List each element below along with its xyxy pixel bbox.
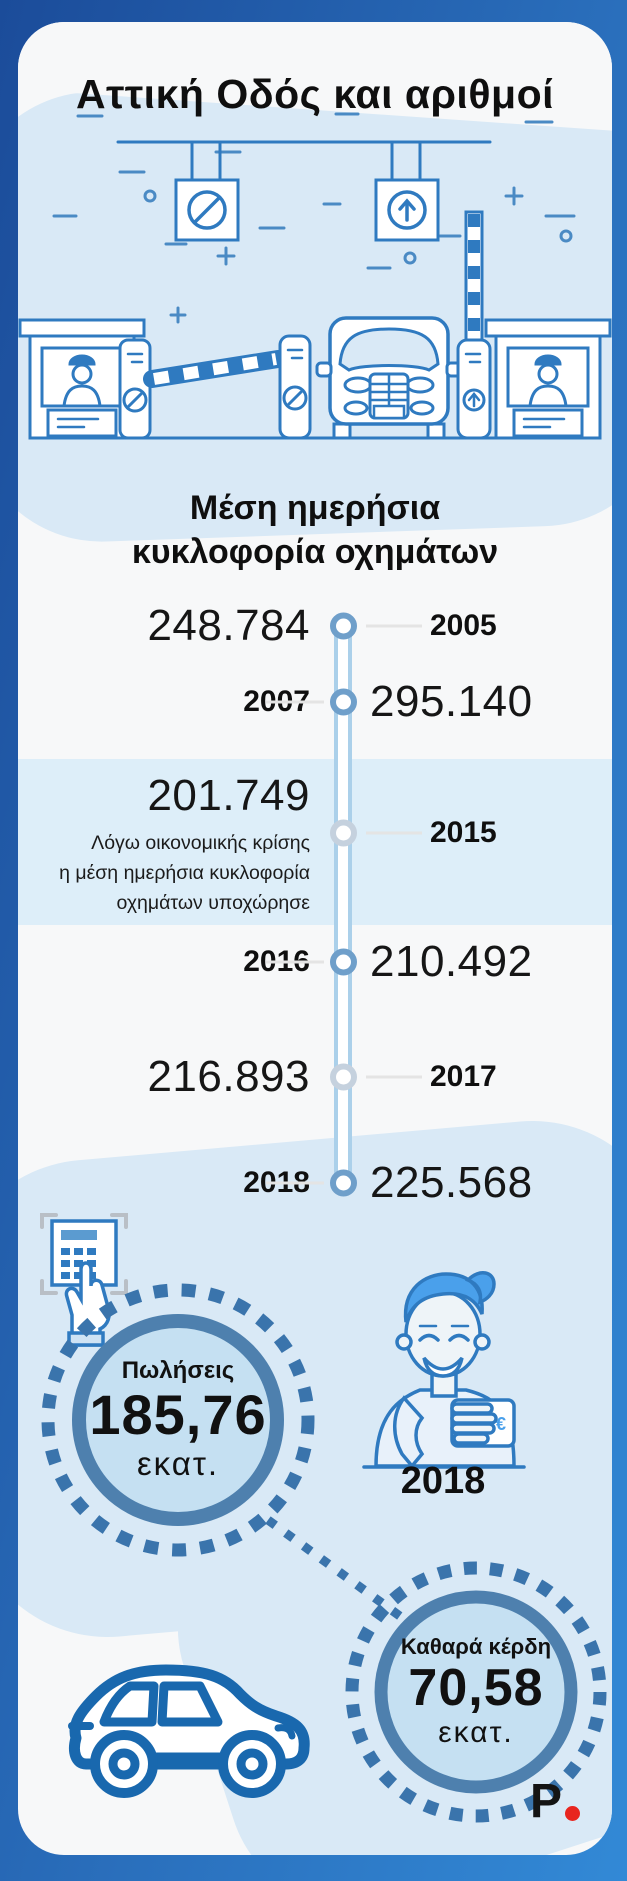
sales-kpi-text: Πωλήσεις 185,76 εκατ. xyxy=(40,1282,316,1558)
sales-unit: εκατ. xyxy=(136,1445,220,1482)
up-arrow-sign-icon xyxy=(374,140,440,242)
timeline-node-2018 xyxy=(330,1169,357,1197)
hair-quiff xyxy=(464,1271,496,1305)
traffic-year-2015: 2015 xyxy=(430,816,497,849)
profit-label: Καθαρά κέρδη xyxy=(400,1634,552,1659)
arm xyxy=(393,1395,425,1469)
traffic-value-2016: 210.492 xyxy=(370,937,533,986)
traffic-value-2005: 248.784 xyxy=(147,601,310,650)
timeline-connector xyxy=(366,831,422,835)
crisis-note: Λόγω οικονομικής κρίσης η μέση ημερήσια … xyxy=(59,828,310,918)
infographic-card: Αττική Οδός και αριθμοί xyxy=(18,22,612,1855)
currency-symbol: € xyxy=(496,1414,506,1434)
hair xyxy=(403,1272,484,1323)
toll-operator-icon xyxy=(62,354,102,408)
timeline-node-2017 xyxy=(330,1063,357,1091)
timeline-node-2005 xyxy=(330,612,357,640)
timeline-connector xyxy=(266,960,324,964)
barrier-center-post xyxy=(278,334,312,440)
timeline-connector xyxy=(266,700,324,704)
timeline-connector xyxy=(266,1181,324,1185)
crisis-note-line3: οχημάτων υποχώρησε xyxy=(116,892,311,914)
timeline-connector xyxy=(366,624,422,628)
crisis-note-line2: η μέση ημερήσια κυκλοφορία xyxy=(59,862,310,884)
timeline-line xyxy=(334,632,352,1188)
traffic-value-2018: 225.568 xyxy=(370,1158,533,1207)
man-with-card-illustration: € xyxy=(362,1271,526,1469)
timeline-node-2007 xyxy=(330,688,357,716)
car-front-illustration xyxy=(315,316,463,440)
toll-plaza-illustration xyxy=(18,112,612,440)
smile xyxy=(422,1356,464,1378)
timeline-node-2016 xyxy=(330,948,357,976)
kpi-year-label: 2018 xyxy=(400,1460,486,1502)
profit-kpi-circle: Καθαρά κέρδη 70,58 εκατ. xyxy=(338,1554,612,1830)
timeline-node-2015 xyxy=(330,819,357,847)
timeline-connector xyxy=(366,1075,422,1079)
traffic-value-2007: 295.140 xyxy=(370,677,533,726)
sales-kpi-circle: Πωλήσεις 185,76 εκατ. xyxy=(40,1282,316,1558)
page-title: Αττική Οδός και αριθμοί xyxy=(75,71,555,117)
left-eye xyxy=(418,1333,440,1342)
logo-red-dot-icon xyxy=(565,1806,581,1821)
profit-kpi-text: Καθαρά κέρδη 70,58 εκατ. xyxy=(338,1554,612,1830)
car-icon xyxy=(68,1664,310,1798)
barrier-left-post xyxy=(118,338,152,440)
dotted-connector xyxy=(265,1516,411,1626)
right-toll-booth xyxy=(484,318,612,440)
traffic-heading-line2: κυκλοφορία οχημάτων xyxy=(131,533,499,571)
profit-circle-graphic xyxy=(345,1561,607,1823)
sales-circle-graphic xyxy=(41,1283,315,1557)
sales-value: 185,76 xyxy=(89,1383,267,1446)
right-eye xyxy=(448,1333,470,1342)
traffic-value-2015: 201.749 xyxy=(147,771,310,820)
decor-dashes xyxy=(52,112,576,324)
arrow-post xyxy=(456,338,492,440)
logo-letter: P xyxy=(530,1775,563,1828)
left-toll-booth xyxy=(18,318,146,440)
traffic-heading-line1: Μέση ημερήσια xyxy=(189,489,441,527)
traffic-value-2017: 216.893 xyxy=(147,1052,310,1101)
traffic-year-2017: 2017 xyxy=(430,1060,497,1093)
no-entry-sign-icon xyxy=(174,140,240,242)
barrier-arm xyxy=(143,350,287,388)
traffic-year-2005: 2005 xyxy=(430,609,497,642)
striped-pole xyxy=(464,210,484,342)
profit-unit: εκατ. xyxy=(438,1716,514,1749)
traffic-heading: Μέση ημερήσια κυκλοφορία οχημάτων xyxy=(18,486,612,574)
toll-operator-icon xyxy=(528,354,568,408)
crisis-note-line1: Λόγω οικονομικής κρίσης xyxy=(91,832,310,854)
profit-value: 70,58 xyxy=(408,1659,544,1717)
publisher-logo: P xyxy=(530,1778,610,1826)
highlight-band-2015 xyxy=(18,759,612,925)
hand-fingers xyxy=(450,1402,498,1445)
corner-brackets xyxy=(40,1213,128,1295)
sales-label: Πωλήσεις xyxy=(121,1357,235,1384)
